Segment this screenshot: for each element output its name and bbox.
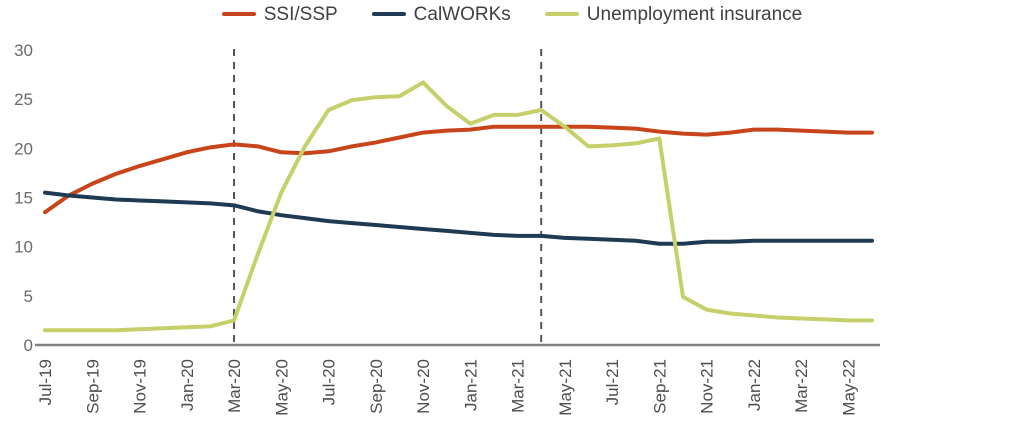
legend-item-calworks: CalWORKs xyxy=(371,3,511,25)
y-axis-tick-label: 25 xyxy=(14,90,33,109)
x-axis-tick-label: Jul-19 xyxy=(36,359,55,405)
legend-label: Unemployment insurance xyxy=(586,3,803,25)
x-axis-tick-label: Sep-21 xyxy=(650,359,669,414)
x-axis-ticks: Jul-19 Sep-19 Nov-19 Jan-20 Mar-20 May-20 Jul-… xyxy=(36,359,858,416)
x-axis-tick-label: Sep-19 xyxy=(83,359,102,414)
x-axis-tick-label: Jul-20 xyxy=(320,359,339,405)
legend-swatch-icon xyxy=(544,12,579,16)
legend-swatch-icon xyxy=(221,12,256,16)
x-axis-tick-label: Mar-22 xyxy=(792,359,811,413)
x-axis-tick-label: Jul-21 xyxy=(603,359,622,405)
legend-label: CalWORKs xyxy=(413,3,511,25)
legend-item-ssi-ssp: SSI/SSP xyxy=(221,3,338,25)
x-axis-tick-label: Nov-21 xyxy=(698,359,717,414)
y-axis-ticks: 0 5 10 15 20 25 30 xyxy=(14,41,33,355)
legend-label: SSI/SSP xyxy=(263,3,338,25)
x-axis-tick-label: May-21 xyxy=(556,359,575,416)
y-axis-tick-label: 20 xyxy=(14,139,33,158)
x-axis-tick-label: Nov-19 xyxy=(131,359,150,414)
y-axis-tick-label: 5 xyxy=(24,287,33,306)
annotation-markers xyxy=(233,49,543,345)
y-axis-tick-label: 30 xyxy=(14,41,33,60)
series-line-ssi-ssp xyxy=(43,124,874,215)
data-series-group xyxy=(43,80,874,333)
y-axis-tick-label: 0 xyxy=(24,336,33,355)
chart-svg: 0 5 10 15 20 25 30 Jul-19 Sep-19 Nov-19 Jan-20 Mar… xyxy=(14,41,880,416)
x-axis-tick-label: Sep-20 xyxy=(367,359,386,414)
x-axis-tick-label: Jan-21 xyxy=(461,359,480,411)
x-axis-tick-label: Jan-22 xyxy=(745,359,764,411)
x-axis-tick-label: Mar-21 xyxy=(509,359,528,413)
series-line-calworks xyxy=(43,190,874,246)
series-line-unemployment-insurance xyxy=(43,80,874,333)
x-axis-tick-label: Mar-20 xyxy=(225,359,244,413)
legend-item-unemployment-insurance: Unemployment insurance xyxy=(544,3,803,25)
chart-legend: SSI/SSP CalWORKs Unemployment insurance xyxy=(0,0,1024,28)
x-axis-tick-label: May-22 xyxy=(839,359,858,416)
x-axis-tick-label: May-20 xyxy=(272,359,291,416)
x-axis-tick-label: Jan-20 xyxy=(178,359,197,411)
x-axis-tick-label: Nov-20 xyxy=(414,359,433,414)
y-axis-tick-label: 10 xyxy=(14,238,33,257)
plot-area: 0 5 10 15 20 25 30 Jul-19 Sep-19 Nov-19 Jan-20 Mar… xyxy=(0,28,1024,432)
y-axis-tick-label: 15 xyxy=(14,189,33,208)
legend-swatch-icon xyxy=(371,12,406,16)
